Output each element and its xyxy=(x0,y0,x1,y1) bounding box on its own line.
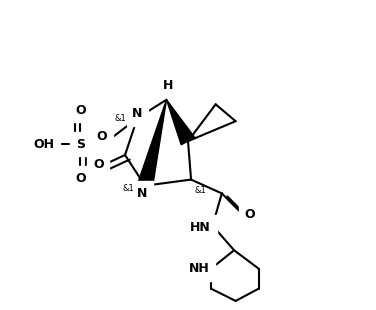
Text: &1: &1 xyxy=(194,186,206,195)
Text: NH: NH xyxy=(189,262,209,275)
Text: OH: OH xyxy=(33,138,55,151)
Text: N: N xyxy=(137,187,147,200)
Text: O: O xyxy=(245,208,255,221)
Text: O: O xyxy=(97,130,107,143)
Text: H: H xyxy=(163,79,173,92)
Text: &1: &1 xyxy=(123,184,134,193)
Polygon shape xyxy=(138,100,167,188)
Text: N: N xyxy=(132,107,143,120)
Text: S: S xyxy=(76,138,85,151)
Text: O: O xyxy=(75,171,86,184)
Text: O: O xyxy=(93,158,103,171)
Text: HN: HN xyxy=(190,221,211,234)
Polygon shape xyxy=(167,100,195,145)
Text: O: O xyxy=(75,104,86,117)
Text: &1: &1 xyxy=(115,114,127,123)
